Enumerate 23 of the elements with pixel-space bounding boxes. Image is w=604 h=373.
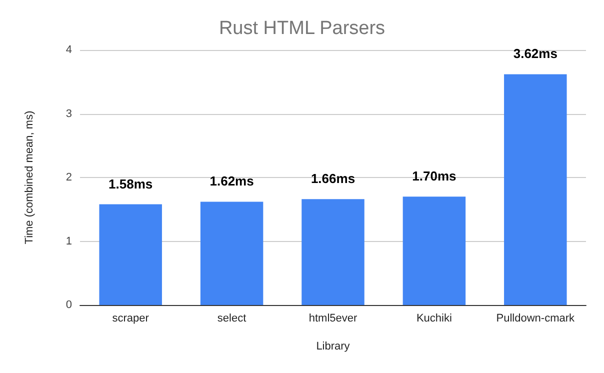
data-label: 1.66ms	[310, 171, 356, 186]
data-label: 1.58ms	[108, 176, 153, 192]
y-tick-label: 3	[66, 108, 72, 120]
y-axis-title: Time (combined mean, ms)	[24, 110, 36, 244]
data-label: 1.70ms	[412, 168, 456, 184]
bar	[200, 202, 264, 305]
chart-title: Rust HTML Parsers	[218, 18, 386, 39]
y-tick-label: 0	[66, 299, 72, 311]
y-tick-label: 4	[66, 44, 72, 56]
data-label: 1.62ms	[210, 174, 254, 189]
x-tick-label: scraper	[112, 312, 150, 324]
bar	[402, 196, 466, 305]
x-tick-label: select	[217, 312, 246, 324]
bar	[99, 204, 162, 305]
y-tick-label: 1	[66, 235, 72, 248]
x-tick-label: Kuchiki	[416, 312, 452, 324]
x-tick-label: Pulldown-cmark	[496, 312, 576, 324]
x-tick-label: html5ever	[308, 312, 358, 324]
data-label: 3.62ms	[513, 46, 558, 62]
bar	[504, 74, 567, 305]
x-axis-title: Library	[316, 340, 350, 352]
bar	[302, 199, 364, 305]
y-tick-label: 2	[66, 172, 72, 184]
